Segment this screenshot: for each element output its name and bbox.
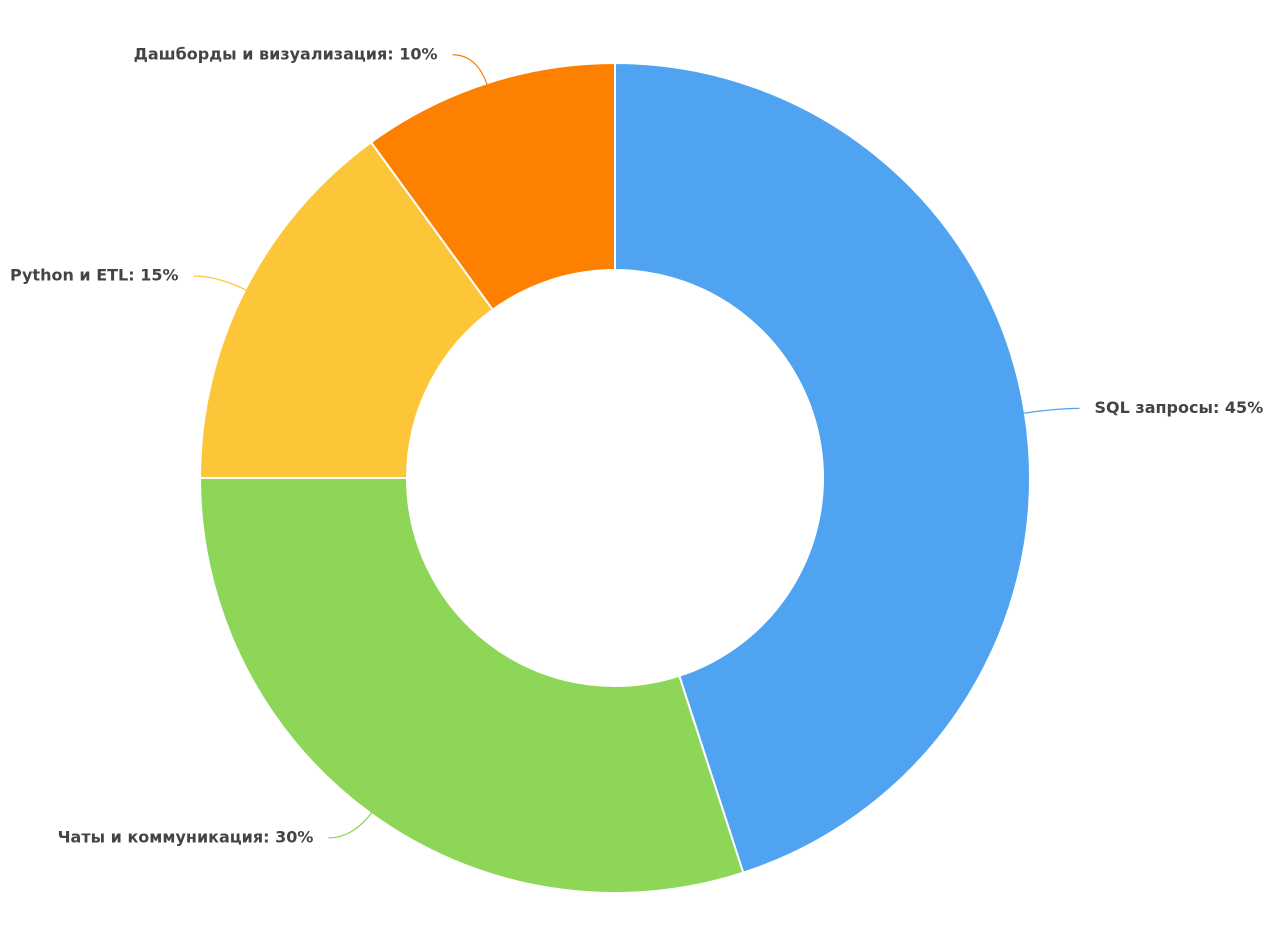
leader-line: [193, 275, 250, 292]
data-label: Python и ETL: 15%: [10, 265, 179, 284]
data-label: SQL запросы: 45%: [1095, 398, 1264, 417]
leader-line: [1020, 407, 1080, 415]
data-label: Чаты и коммуникация: 30%: [58, 828, 314, 847]
leader-line: [328, 810, 374, 839]
donut-segment: [198, 477, 745, 894]
leader-line: [452, 54, 489, 88]
donut-segment: [614, 61, 1031, 874]
donut-segment: [369, 61, 616, 312]
data-label: Дашборды и визуализация: 10%: [134, 44, 438, 63]
donut-segment: [198, 140, 495, 479]
